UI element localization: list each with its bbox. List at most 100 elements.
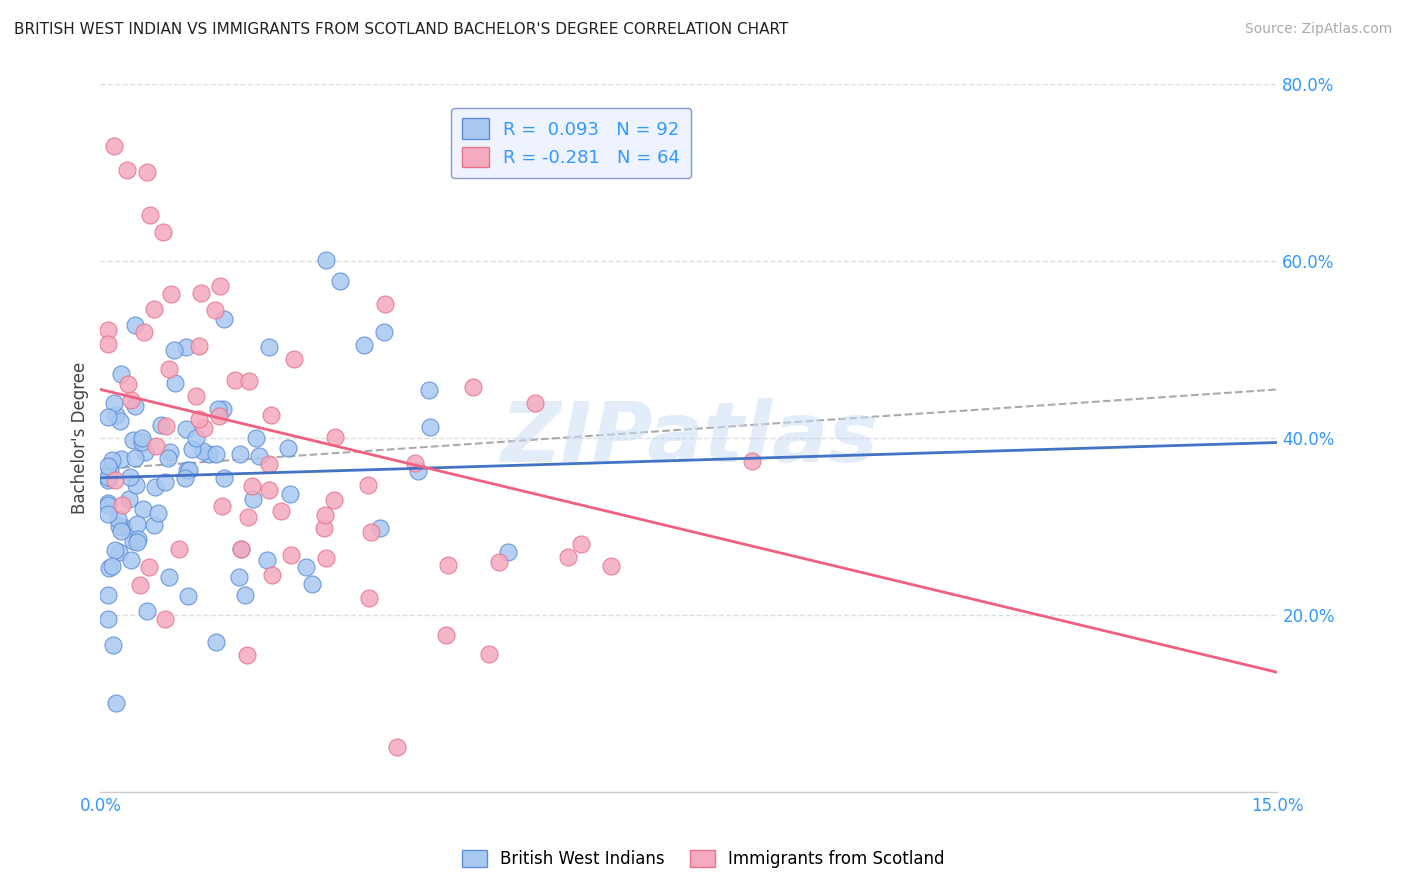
Point [104, 542, 127, 557]
Text: ZIPatlas: ZIPatlas [501, 398, 877, 479]
Point [238, 510, 260, 524]
Point [117, 376, 139, 391]
Point [97, 458, 120, 473]
Point [569, 537, 592, 551]
Point [124, 478, 146, 492]
Point [461, 380, 484, 394]
Point [741, 454, 763, 468]
Point [143, 480, 166, 494]
Point [434, 628, 457, 642]
Point [419, 419, 441, 434]
Point [98, 463, 121, 477]
Point [131, 435, 153, 450]
Point [524, 396, 547, 410]
Point [110, 452, 132, 467]
Point [242, 491, 264, 506]
Point [124, 318, 146, 332]
Point [105, 409, 128, 423]
Point [103, 396, 125, 410]
Point [190, 285, 212, 300]
Point [153, 475, 176, 490]
Point [315, 252, 337, 267]
Point [157, 450, 180, 465]
Point [131, 431, 153, 445]
Point [104, 473, 127, 487]
Point [599, 559, 621, 574]
Point [359, 591, 381, 606]
Point [97, 473, 120, 487]
Point [314, 508, 336, 523]
Point [370, 521, 392, 535]
Legend: British West Indians, Immigrants from Scotland: British West Indians, Immigrants from Sc… [456, 843, 950, 875]
Point [257, 340, 280, 354]
Point [231, 542, 253, 557]
Point [181, 442, 204, 456]
Point [98, 560, 121, 574]
Point [179, 462, 201, 476]
Point [97, 496, 120, 510]
Point [204, 303, 226, 318]
Point [107, 512, 129, 526]
Point [353, 338, 375, 352]
Point [110, 524, 132, 538]
Point [174, 422, 197, 436]
Point [108, 519, 131, 533]
Point [101, 638, 124, 652]
Point [212, 311, 235, 326]
Point [356, 478, 378, 492]
Point [198, 448, 221, 462]
Point [260, 408, 283, 422]
Point [373, 325, 395, 339]
Point [132, 502, 155, 516]
Point [249, 449, 271, 463]
Point [120, 470, 142, 484]
Point [110, 368, 132, 382]
Point [374, 297, 396, 311]
Point [312, 521, 335, 535]
Point [205, 447, 228, 461]
Point [160, 287, 183, 301]
Point [101, 452, 124, 467]
Point [176, 463, 198, 477]
Point [142, 518, 165, 533]
Point [228, 570, 250, 584]
Point [478, 647, 501, 661]
Point [208, 409, 231, 424]
Point [186, 389, 208, 403]
Point [152, 226, 174, 240]
Point [132, 326, 155, 340]
Point [135, 604, 157, 618]
Point [557, 549, 579, 564]
Point [135, 165, 157, 179]
Point [97, 498, 120, 512]
Point [108, 414, 131, 428]
Point [360, 524, 382, 539]
Point [188, 339, 211, 353]
Point [404, 456, 426, 470]
Point [159, 570, 181, 584]
Point [283, 351, 305, 366]
Point [323, 430, 346, 444]
Point [295, 560, 318, 574]
Point [97, 323, 120, 337]
Point [117, 492, 139, 507]
Point [257, 458, 280, 472]
Point [103, 139, 125, 153]
Point [124, 399, 146, 413]
Point [163, 376, 186, 391]
Point [488, 555, 510, 569]
Point [245, 431, 267, 445]
Point [127, 517, 149, 532]
Point [329, 274, 352, 288]
Point [257, 483, 280, 497]
Point [120, 393, 142, 408]
Point [97, 337, 120, 351]
Point [97, 470, 120, 484]
Point [121, 433, 143, 447]
Point [277, 441, 299, 455]
Point [214, 470, 236, 484]
Point [240, 479, 263, 493]
Point [173, 471, 195, 485]
Point [236, 648, 259, 662]
Point [184, 431, 207, 445]
